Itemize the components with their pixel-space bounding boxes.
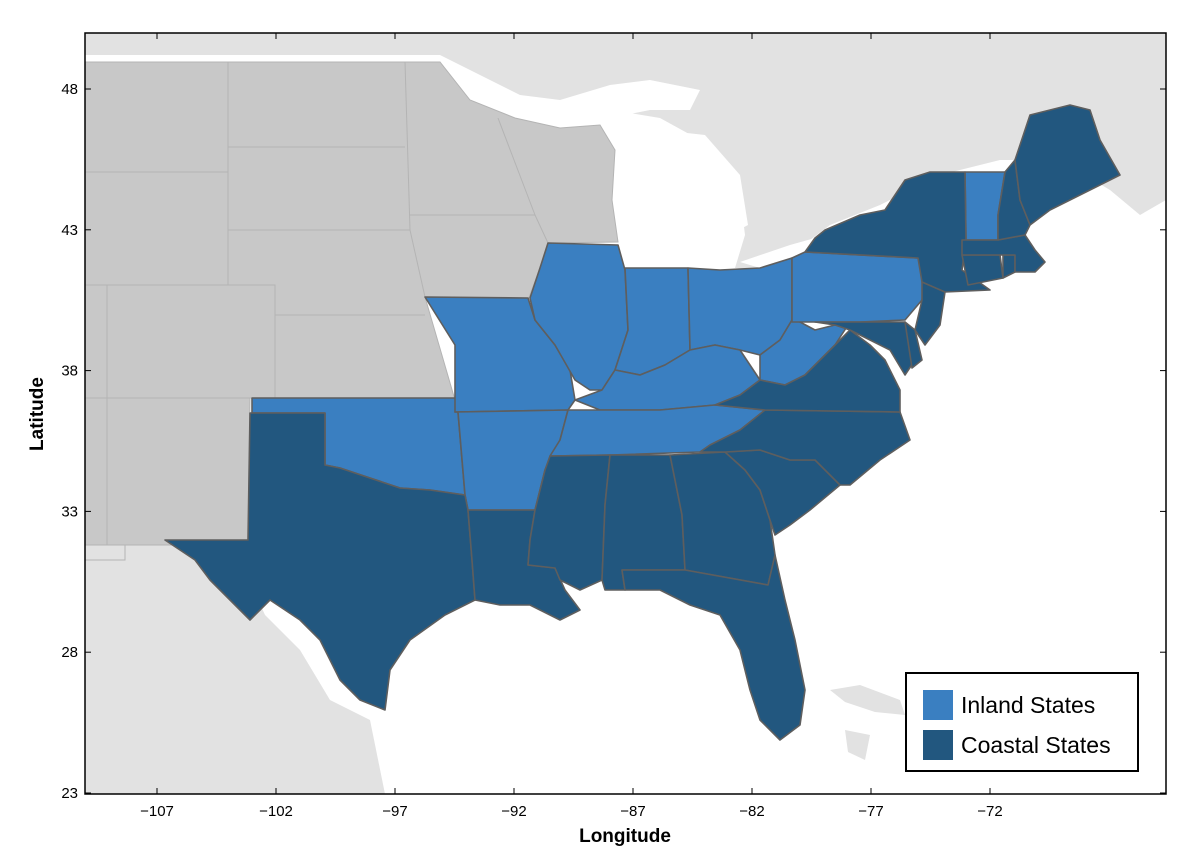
state-pennsylvania — [791, 251, 926, 323]
lake-huron — [660, 130, 748, 232]
state-virginia — [714, 329, 901, 413]
y-tick-label: 48 — [61, 81, 78, 98]
state-ohio — [687, 257, 793, 356]
state-delaware — [904, 321, 923, 369]
legend-item-coastal: Coastal States — [923, 730, 1111, 760]
y-tick-label: 23 — [61, 785, 78, 802]
legend: Inland States Coastal States — [905, 672, 1139, 772]
y-axis: 48 43 38 33 28 23 — [61, 81, 1166, 802]
legend-label-inland: Inland States — [961, 691, 1096, 718]
legend-swatch-coastal — [923, 730, 953, 760]
x-axis: −107 −102 −97 −92 −87 −82 −77 −72 — [140, 33, 1003, 820]
caribbean-island — [845, 730, 870, 760]
legend-item-inland: Inland States — [923, 690, 1095, 720]
inland-states — [251, 171, 1006, 511]
y-tick-label: 38 — [61, 363, 78, 380]
y-tick-label: 33 — [61, 503, 78, 520]
coastal-states — [164, 104, 1121, 741]
lake-erie — [740, 238, 815, 268]
y-tick-label: 43 — [61, 222, 78, 239]
cuba-island — [830, 685, 905, 715]
state-connecticut — [961, 254, 1004, 286]
map-area — [85, 33, 1166, 794]
plot-frame — [84, 32, 1167, 795]
y-tick-label: 28 — [61, 644, 78, 661]
y-axis-title: Latitude — [27, 377, 48, 451]
x-tick-label: −87 — [620, 803, 645, 820]
state-rhode-island — [1002, 254, 1016, 279]
state-texas — [164, 412, 476, 711]
mexico-land — [85, 540, 385, 794]
land-background — [85, 33, 1166, 270]
state-maine — [1014, 104, 1121, 226]
lake-michigan — [612, 148, 650, 240]
x-tick-label: −107 — [140, 803, 174, 820]
x-tick-label: −72 — [977, 803, 1002, 820]
x-tick-label: −77 — [858, 803, 883, 820]
x-tick-label: −102 — [259, 803, 293, 820]
legend-label-coastal: Coastal States — [961, 731, 1111, 758]
x-tick-label: −92 — [501, 803, 526, 820]
state-florida — [621, 554, 806, 741]
x-tick-label: −97 — [382, 803, 407, 820]
state-new-york — [804, 171, 991, 293]
state-borders-grey — [85, 61, 549, 561]
legend-swatch-inland — [923, 690, 953, 720]
state-missouri — [424, 296, 576, 413]
x-tick-label: −82 — [739, 803, 764, 820]
lake-superior — [515, 80, 700, 128]
state-north-carolina — [699, 409, 911, 486]
x-axis-title: Longitude — [579, 826, 671, 847]
